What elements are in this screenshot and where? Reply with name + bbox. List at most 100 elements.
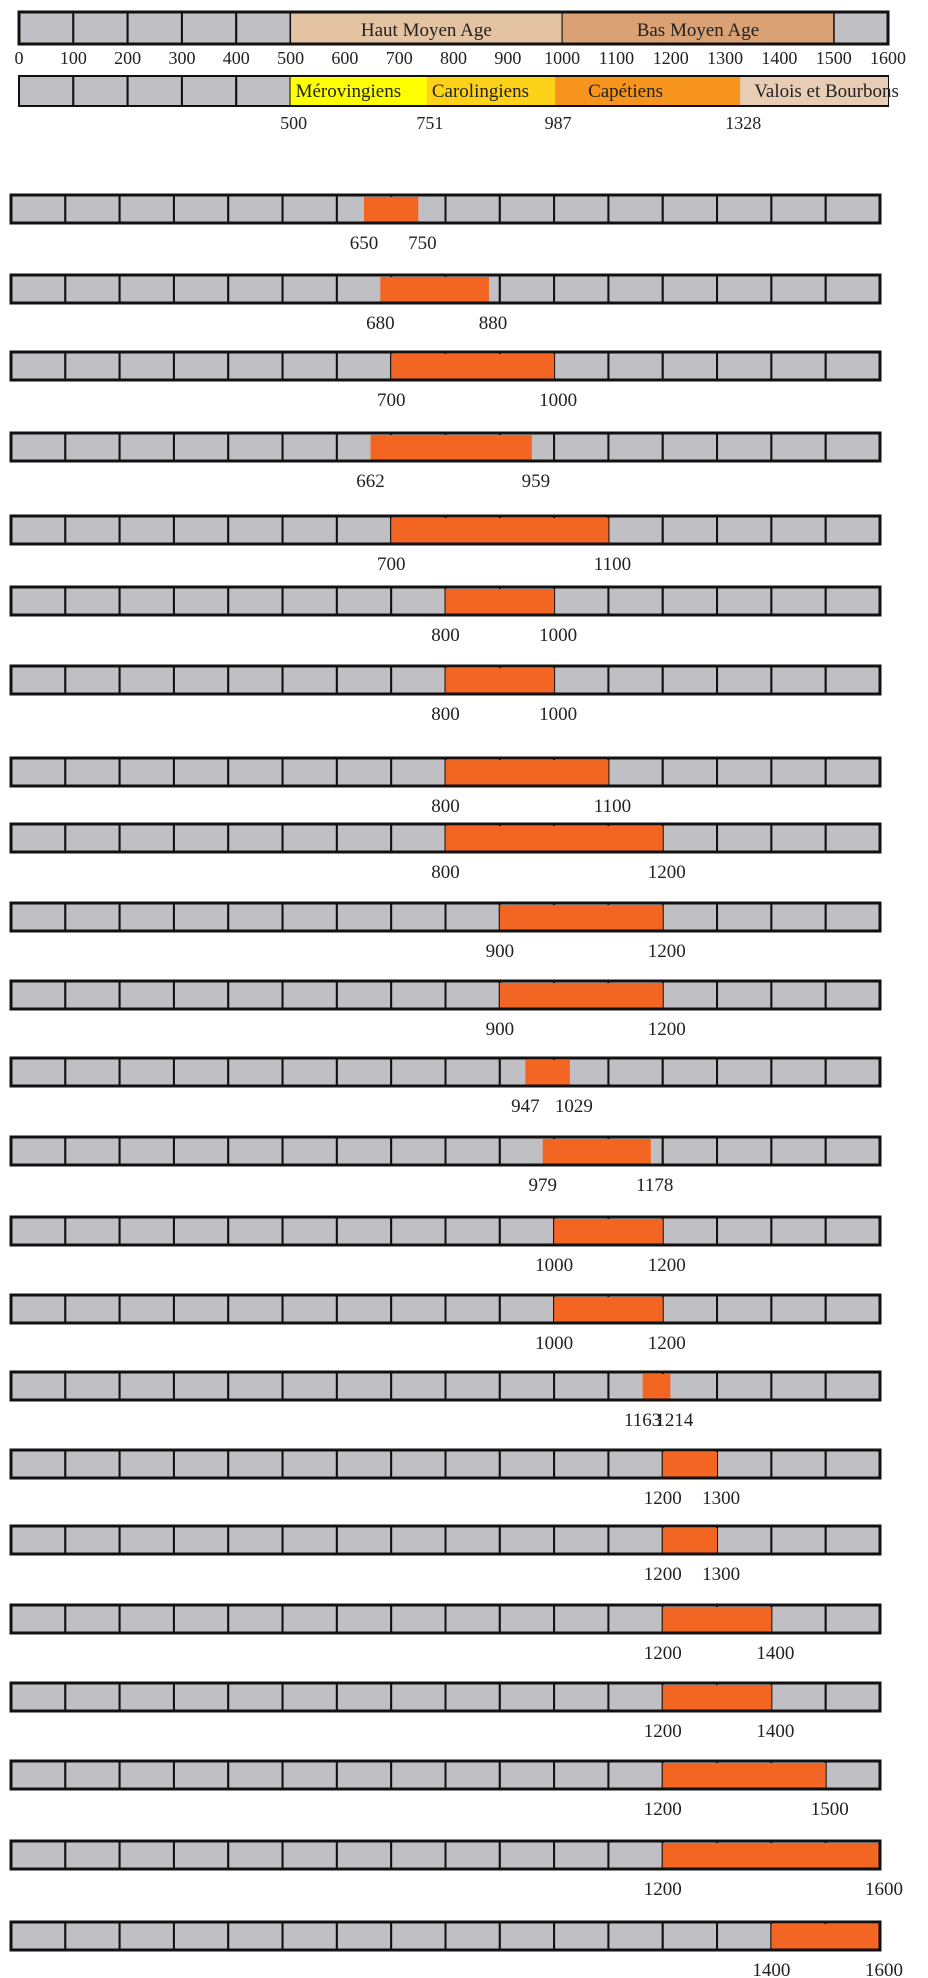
century-cell bbox=[661, 515, 719, 545]
century-cell bbox=[281, 757, 338, 787]
century-cell bbox=[770, 902, 827, 932]
century-cell bbox=[390, 902, 447, 932]
century-cell bbox=[770, 823, 827, 853]
period-bar bbox=[662, 1607, 772, 1632]
century-cell bbox=[335, 1525, 393, 1555]
century-cell bbox=[824, 1682, 881, 1712]
century-cell bbox=[281, 1371, 338, 1401]
period-start-label: 1200 bbox=[644, 1643, 682, 1664]
century-cell bbox=[390, 1682, 447, 1712]
century-cell bbox=[227, 823, 284, 853]
century-cell bbox=[607, 274, 664, 304]
century-cell bbox=[172, 1760, 230, 1790]
century-cell bbox=[281, 1057, 338, 1087]
period-row: 700 1000 bbox=[9, 350, 882, 411]
century-cell bbox=[227, 1136, 284, 1166]
century-cell bbox=[498, 1294, 556, 1324]
period-bar bbox=[445, 826, 663, 851]
century-cell bbox=[607, 1449, 664, 1479]
century-cell bbox=[607, 1057, 664, 1087]
century-cell bbox=[10, 1760, 67, 1790]
century-cell bbox=[126, 75, 183, 107]
century-cell bbox=[118, 980, 175, 1010]
century-cell bbox=[18, 75, 75, 107]
century-cell bbox=[607, 586, 664, 616]
century-cell bbox=[824, 823, 881, 853]
axis-tick-label: 800 bbox=[440, 48, 467, 68]
century-cell bbox=[281, 515, 338, 545]
row-border bbox=[9, 514, 882, 546]
age-label: Haut Moyen Age bbox=[361, 20, 492, 41]
century-cell bbox=[770, 1525, 827, 1555]
century-cell bbox=[716, 351, 773, 381]
century-cell bbox=[770, 274, 827, 304]
century-cell bbox=[281, 586, 338, 616]
period-bar bbox=[445, 760, 609, 785]
period-bar bbox=[370, 435, 532, 460]
century-cell bbox=[118, 902, 175, 932]
period-start-label: 650 bbox=[350, 233, 379, 254]
century-cell bbox=[172, 980, 230, 1010]
century-cell bbox=[64, 902, 121, 932]
century-strip-top: Haut Moyen Age Bas Moyen Age bbox=[17, 10, 890, 46]
period-row: 1000 1200 bbox=[9, 1293, 882, 1354]
period-row: 800 1000 bbox=[9, 585, 882, 646]
row-border bbox=[9, 1759, 882, 1791]
century-cell bbox=[10, 1921, 67, 1951]
century-cell bbox=[335, 1294, 393, 1324]
period-row: 700 1100 bbox=[9, 514, 882, 575]
century-cell bbox=[716, 1136, 773, 1166]
century-cell bbox=[716, 665, 773, 695]
century-cell bbox=[716, 757, 773, 787]
century-cell bbox=[10, 1057, 67, 1087]
century-cell bbox=[335, 1216, 393, 1246]
century-cell bbox=[227, 902, 284, 932]
period-end-label: 1100 bbox=[594, 796, 631, 817]
century-cell bbox=[716, 515, 773, 545]
century-cell bbox=[716, 274, 773, 304]
century-cell bbox=[390, 1136, 447, 1166]
century-cell bbox=[281, 902, 338, 932]
century-cell bbox=[661, 1921, 719, 1951]
century-cell bbox=[553, 1682, 610, 1712]
century-cell bbox=[227, 515, 284, 545]
century-cell bbox=[661, 432, 719, 462]
century-cell bbox=[10, 274, 67, 304]
century-cell bbox=[390, 1057, 447, 1087]
row-border bbox=[9, 350, 882, 382]
century-cell bbox=[64, 757, 121, 787]
century-cell bbox=[770, 194, 827, 224]
century-cell bbox=[716, 586, 773, 616]
period-bar bbox=[445, 668, 555, 693]
century-cell bbox=[10, 823, 67, 853]
century-cell bbox=[118, 1216, 175, 1246]
century-cell bbox=[281, 1294, 338, 1324]
century-cell bbox=[10, 980, 67, 1010]
period-end-label: 1500 bbox=[811, 1799, 849, 1820]
period-end-label: 1000 bbox=[539, 625, 577, 646]
period-end-label: 1214 bbox=[655, 1410, 694, 1431]
axis-tick-label: 1100 bbox=[599, 48, 634, 68]
century-cell bbox=[824, 515, 881, 545]
century-cell bbox=[444, 1682, 501, 1712]
century-cell bbox=[335, 665, 393, 695]
century-cell bbox=[390, 1216, 447, 1246]
century-cell bbox=[716, 1216, 773, 1246]
century-cell bbox=[824, 274, 881, 304]
century-cell bbox=[824, 1525, 881, 1555]
century-cell bbox=[10, 902, 67, 932]
century-cell bbox=[118, 1057, 175, 1087]
century-cell bbox=[10, 1682, 67, 1712]
century-cell bbox=[118, 1294, 175, 1324]
century-cell bbox=[607, 1760, 664, 1790]
century-cell bbox=[227, 586, 284, 616]
century-cell bbox=[172, 1371, 230, 1401]
century-cell bbox=[553, 1921, 610, 1951]
period-row: 800 1000 bbox=[9, 664, 882, 725]
century-cell bbox=[64, 194, 121, 224]
century-cell bbox=[390, 1371, 447, 1401]
century-cell bbox=[716, 1525, 773, 1555]
century-cell bbox=[227, 980, 284, 1010]
century-cell bbox=[335, 757, 393, 787]
age-band bbox=[561, 11, 835, 45]
